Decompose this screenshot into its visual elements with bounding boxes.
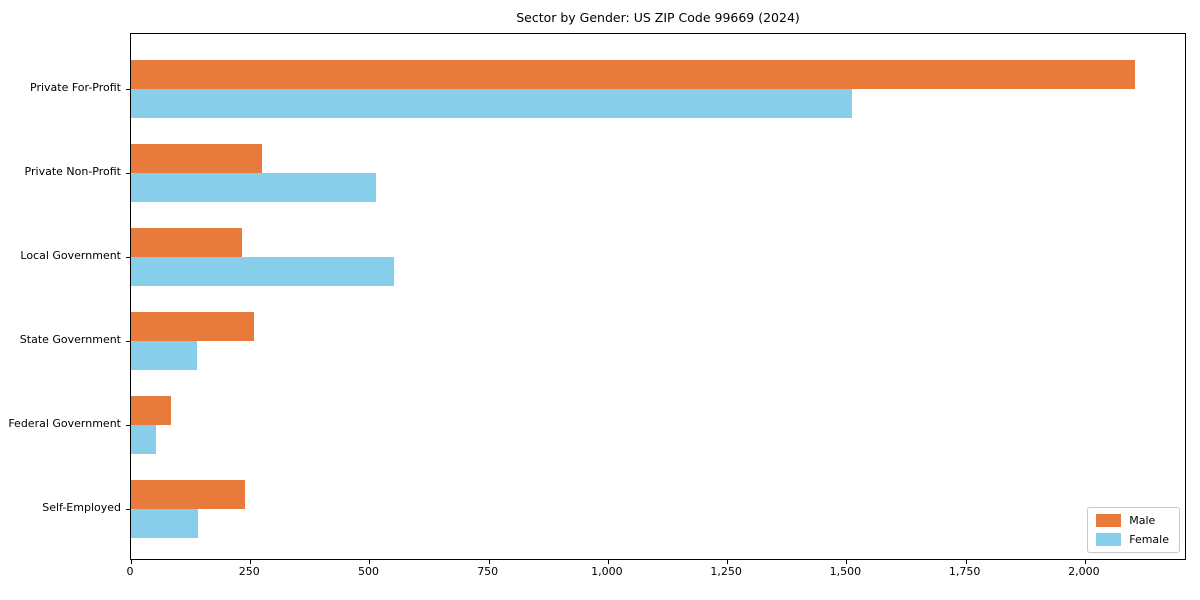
x-tick-label-0: 0 bbox=[126, 565, 134, 578]
y-tick bbox=[126, 425, 130, 426]
legend-swatch-female bbox=[1096, 533, 1122, 546]
x-tick-label-2-000: 2,000 bbox=[1068, 565, 1100, 578]
bar-male-state-government bbox=[131, 312, 254, 341]
x-tick bbox=[727, 560, 729, 564]
y-tick-label-private-non-profit: Private Non-Profit bbox=[24, 165, 121, 178]
legend-item-male: Male bbox=[1096, 514, 1169, 527]
chart-title: Sector by Gender: US ZIP Code 99669 (202… bbox=[516, 10, 800, 25]
x-tick bbox=[131, 560, 132, 564]
x-tick bbox=[1084, 560, 1086, 564]
x-tick-label-500: 500 bbox=[357, 565, 379, 578]
y-tick-label-local-government: Local Government bbox=[20, 249, 121, 262]
x-tick-label-750: 750 bbox=[477, 565, 499, 578]
x-tick bbox=[965, 560, 967, 564]
bar-male-private-non-profit bbox=[131, 144, 262, 173]
y-tick bbox=[126, 257, 130, 258]
x-tick bbox=[846, 560, 848, 564]
bar-male-private-for-profit bbox=[131, 60, 1135, 89]
bar-female-private-for-profit bbox=[131, 89, 852, 118]
bar-female-private-non-profit bbox=[131, 173, 376, 202]
x-tick-label-1-750: 1,750 bbox=[948, 565, 981, 578]
bar-female-local-government bbox=[131, 257, 394, 286]
y-tick bbox=[126, 89, 130, 90]
plot-area: Male Female bbox=[126, 33, 1186, 564]
y-tick-label-private-for-profit: Private For-Profit bbox=[30, 81, 121, 94]
x-tick-label-1-500: 1,500 bbox=[829, 565, 862, 578]
x-tick-label-1-000: 1,000 bbox=[591, 565, 623, 578]
y-tick bbox=[126, 509, 130, 510]
bar-female-self-employed bbox=[131, 509, 198, 538]
legend-swatch-male bbox=[1096, 514, 1122, 527]
x-tick bbox=[488, 560, 490, 564]
legend-label-male: Male bbox=[1129, 514, 1156, 527]
bar-male-local-government bbox=[131, 228, 242, 257]
y-tick-label-self-employed: Self-Employed bbox=[42, 501, 121, 514]
bar-female-state-government bbox=[131, 341, 197, 370]
x-tick bbox=[250, 560, 252, 564]
bar-male-self-employed bbox=[131, 480, 245, 509]
x-tick-label-1-250: 1,250 bbox=[710, 565, 742, 578]
x-tick bbox=[369, 560, 371, 564]
y-tick bbox=[126, 173, 130, 174]
bar-male-federal-government bbox=[131, 396, 171, 425]
legend-label-female: Female bbox=[1129, 533, 1169, 546]
y-tick-label-state-government: State Government bbox=[19, 333, 121, 346]
x-tick bbox=[607, 560, 609, 564]
y-tick bbox=[126, 341, 130, 342]
legend-item-female: Female bbox=[1096, 533, 1169, 546]
legend: Male Female bbox=[1087, 507, 1180, 553]
y-tick-label-federal-government: Federal Government bbox=[8, 417, 121, 430]
x-tick-label-250: 250 bbox=[238, 565, 260, 578]
bar-female-federal-government bbox=[131, 425, 156, 454]
